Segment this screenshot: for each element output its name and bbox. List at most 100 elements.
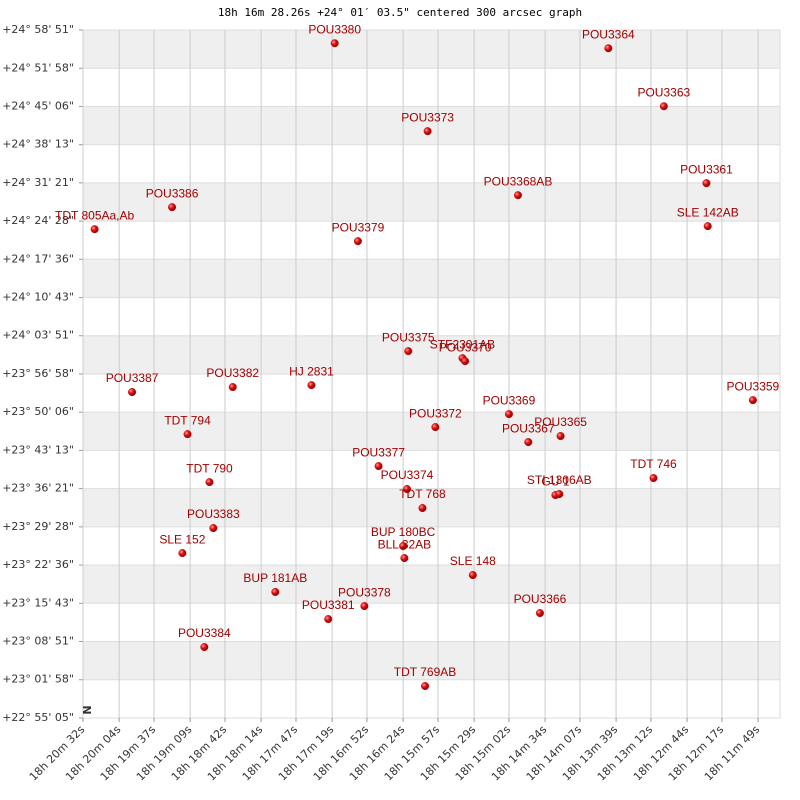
star	[703, 222, 712, 231]
band	[83, 335, 780, 374]
star-label: POU3366	[514, 592, 567, 606]
star-label: POU3368AB	[484, 174, 553, 188]
star	[360, 602, 369, 611]
star-label: POU3383	[187, 507, 240, 521]
y-tick-label: +24° 38' 13"	[2, 138, 74, 151]
star	[324, 615, 333, 624]
band	[83, 641, 780, 680]
star-label: POU3379	[332, 220, 385, 234]
star	[555, 490, 564, 499]
y-tick-label: +24° 45' 06"	[2, 99, 74, 112]
band	[83, 565, 780, 604]
star	[200, 643, 209, 652]
star	[421, 682, 430, 691]
star	[330, 39, 339, 48]
bands	[82, 29, 781, 719]
star-label: STI 1306AB	[527, 473, 592, 487]
star	[307, 381, 316, 390]
star	[524, 438, 533, 447]
y-tick-label: +24° 31' 21"	[2, 176, 74, 189]
star	[205, 478, 214, 487]
y-tick-label: +23° 50' 06"	[2, 405, 74, 418]
star-label: SLE 152	[159, 532, 205, 546]
star	[178, 549, 187, 558]
star-label: POU3387	[106, 371, 159, 385]
y-tick-label: +23° 08' 51"	[2, 634, 74, 647]
star-label: TDT 769AB	[394, 665, 456, 679]
chart-title: 18h 16m 28.26s +24° 01′ 03.5" centered 3…	[218, 6, 582, 19]
star-label: POU3363	[637, 85, 690, 99]
star-label: POU3361	[680, 162, 733, 176]
y-tick-label: +24° 58' 51"	[2, 23, 74, 36]
compass-label: N	[81, 705, 94, 714]
band	[83, 412, 780, 451]
star	[183, 430, 192, 439]
star	[513, 191, 522, 200]
y-tick-label: +24° 51' 58"	[2, 61, 74, 74]
star	[649, 474, 658, 483]
band	[83, 106, 780, 145]
star	[353, 237, 362, 246]
star	[404, 347, 413, 356]
y-tick-label: +23° 43' 13"	[2, 443, 74, 456]
star-label: TDT 794	[164, 413, 211, 427]
y-tick-label: +24° 10' 43"	[2, 291, 74, 304]
star-label: POU3382	[206, 366, 259, 380]
star-label: HJ 2831	[289, 364, 334, 378]
star-label: POU3380	[308, 22, 361, 36]
star-label: TDT 746	[630, 457, 677, 471]
y-tick-label: +23° 36' 21"	[2, 482, 74, 495]
star-label: POU3370	[439, 340, 492, 354]
star-label: POU3365	[534, 415, 587, 429]
star-label: POU3386	[146, 186, 199, 200]
star	[659, 102, 668, 111]
star-label: POU3369	[483, 393, 536, 407]
star	[271, 587, 280, 596]
star-label: BUP 181AB	[243, 571, 307, 585]
star	[556, 432, 565, 441]
band	[83, 259, 780, 298]
star-label: POU3384	[178, 626, 231, 640]
y-tick-label: +23° 01' 58"	[2, 673, 74, 686]
star	[228, 383, 237, 392]
star-label: TDT 805Aa,Ab	[55, 208, 134, 222]
band	[83, 182, 780, 222]
star-label: STF2301AB	[430, 337, 495, 351]
band	[83, 488, 780, 527]
band	[83, 30, 780, 69]
star-label: GU 1	[541, 474, 569, 488]
y-tick-label: +22° 55' 05"	[2, 711, 74, 724]
y-tick-label: +24° 17' 36"	[2, 252, 74, 265]
star-label: POU3372	[409, 406, 462, 420]
star	[702, 179, 711, 188]
star-label: POU3381	[302, 598, 355, 612]
star	[604, 44, 613, 53]
y-tick-label: +23° 29' 28"	[2, 520, 74, 533]
star	[748, 396, 757, 405]
y-tick-label: +24° 24' 28"	[2, 214, 74, 227]
star	[400, 554, 409, 563]
star-label: POU3374	[381, 468, 434, 482]
star	[128, 388, 137, 397]
star-label: POU3359	[727, 379, 780, 393]
star	[418, 504, 427, 513]
star-label: SLE 148	[450, 554, 496, 568]
star	[423, 127, 432, 136]
y-tick-label: +23° 15' 43"	[2, 596, 74, 609]
y-tick-label: +23° 56' 58"	[2, 367, 74, 380]
star	[168, 203, 177, 212]
star-label: POU3375	[382, 330, 435, 344]
y-tick-label: +24° 03' 51"	[2, 329, 74, 342]
star-label: BLL 32AB	[378, 537, 432, 551]
y-tick-label: +23° 22' 36"	[2, 558, 74, 571]
star	[402, 485, 411, 494]
star-label: TDT 790	[186, 461, 233, 475]
star	[461, 357, 470, 366]
star-label: POU3364	[582, 27, 635, 41]
star-label: POU3378	[338, 585, 391, 599]
star	[209, 524, 218, 533]
star	[374, 462, 383, 471]
star	[90, 225, 99, 234]
star-label: POU3373	[401, 110, 454, 124]
